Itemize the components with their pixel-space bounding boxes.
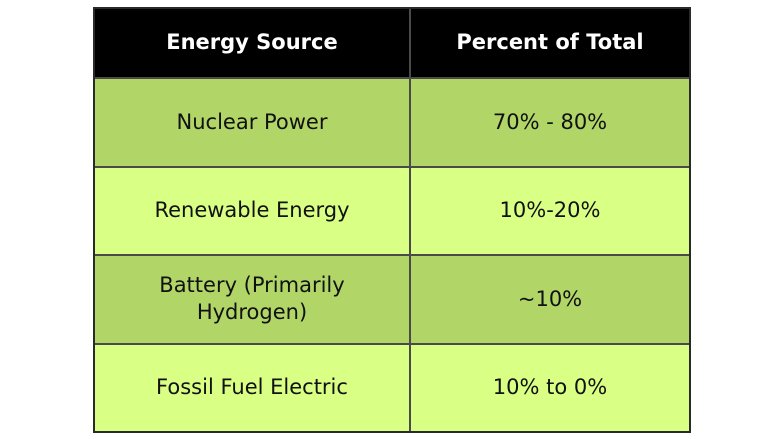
table-header-energy-source: Energy Source (95, 9, 411, 77)
table-cell-source-4: Fossil Fuel Electric (95, 342, 411, 431)
table-cell-source-1: Nuclear Power (95, 77, 411, 166)
table-cell-source-3: Battery (Primarily Hydrogen) (95, 254, 411, 343)
table-header-percent-of-total: Percent of Total (411, 9, 689, 77)
table-cell-percent-1: 70% - 80% (411, 77, 689, 166)
table-cell-source-2: Renewable Energy (95, 165, 411, 254)
energy-table: Energy Source Percent of Total Nuclear P… (93, 7, 691, 433)
table-cell-percent-2: 10%-20% (411, 165, 689, 254)
table-cell-percent-4: 10% to 0% (411, 342, 689, 431)
table-cell-percent-3: ~10% (411, 254, 689, 343)
